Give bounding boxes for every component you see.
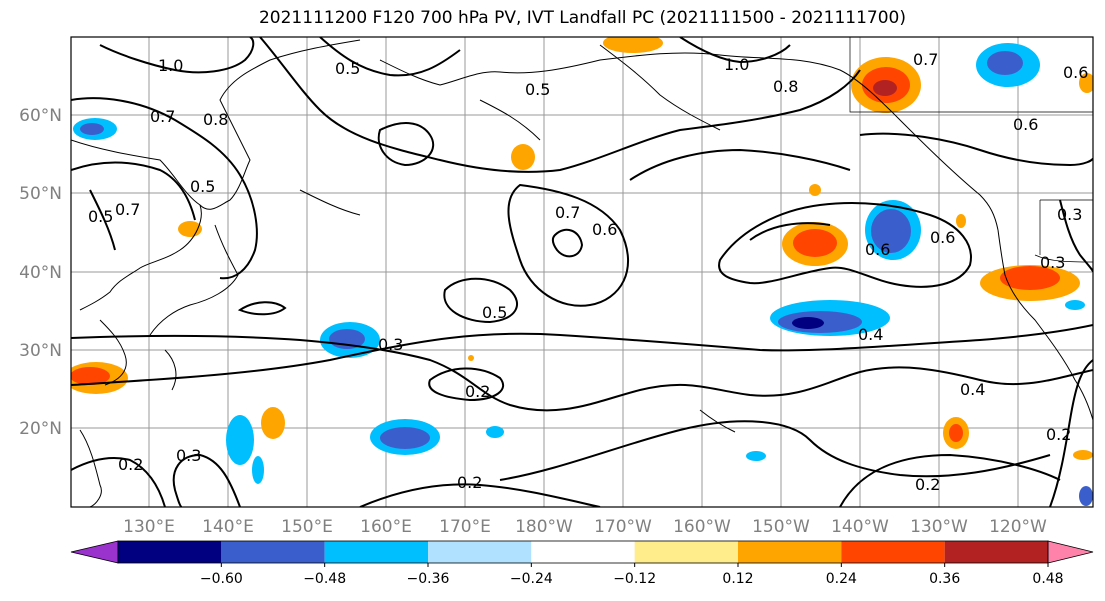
contour-label: 0.5 <box>482 303 507 322</box>
colorbar: −0.60 −0.48 −0.36 −0.24 −0.12 0.12 0.24 0.36 0.4… <box>70 540 1094 587</box>
colorbar-tick-label: 0.36 <box>929 571 960 587</box>
contour-label: 0.7 <box>913 50 938 69</box>
colorbar-extend-low <box>70 540 119 564</box>
contour-label: 0.6 <box>930 228 955 247</box>
lat-label: 30°N <box>19 341 62 361</box>
colorbar-cell <box>428 541 532 563</box>
contour-label: 0.5 <box>525 80 550 99</box>
contour-label: 0.4 <box>858 325 883 344</box>
colorbar-tick-label: −0.24 <box>510 571 553 587</box>
contour-label: 0.7 <box>150 107 175 126</box>
colorbar-outline <box>117 540 1049 564</box>
contour-label: 0.6 <box>865 240 890 259</box>
colorbar-cell <box>531 541 635 563</box>
lon-label: 160°W <box>673 517 731 537</box>
colorbar-tick-label: −0.60 <box>200 571 243 587</box>
colorbar-tick-label: −0.36 <box>407 571 450 587</box>
contour-label: 0.5 <box>190 177 215 196</box>
lon-label: 140°E <box>202 517 254 537</box>
lon-label: 140°W <box>831 517 889 537</box>
lon-label: 150°W <box>752 517 810 537</box>
colorbar-cell <box>944 541 1048 563</box>
lat-label: 60°N <box>19 106 62 126</box>
ivt-shading <box>71 37 1093 506</box>
colorbar-tick-label: 0.12 <box>722 571 753 587</box>
contour-label: 0.7 <box>555 203 580 222</box>
lon-label: 130°W <box>910 517 968 537</box>
pv-contours <box>71 37 1093 507</box>
lon-label: 170°W <box>594 517 652 537</box>
contour-label: 0.2 <box>1046 425 1071 444</box>
contour-label: 0.3 <box>1040 253 1065 272</box>
lon-label: 180°W <box>515 517 573 537</box>
colorbar-cell <box>118 541 222 563</box>
longitude-labels: 130°E 140°E 150°E 160°E 170°E 180°W 170°… <box>123 517 1047 537</box>
colorbar-cell <box>738 541 842 563</box>
lat-label: 50°N <box>19 184 62 204</box>
contour-label: 0.8 <box>773 77 798 96</box>
colorbar-tick-label: 0.48 <box>1032 571 1063 587</box>
lat-label: 40°N <box>19 263 62 283</box>
contour-label: 0.6 <box>1063 63 1088 82</box>
lon-label: 130°E <box>123 517 175 537</box>
contour-label: 0.8 <box>203 110 228 129</box>
contour-label: 1.0 <box>158 56 183 75</box>
contour-label: 0.3 <box>1057 205 1082 224</box>
colorbar-cell <box>324 541 428 563</box>
contour-label: 0.3 <box>176 446 201 465</box>
contour-label: 0.2 <box>915 475 940 494</box>
borders <box>849 37 1093 263</box>
contour-label: 0.7 <box>115 200 140 219</box>
contour-label: 0.2 <box>457 473 482 492</box>
contour-label: 0.5 <box>88 207 113 226</box>
contour-label: 0.4 <box>960 380 985 399</box>
colorbar-tick-label: −0.12 <box>613 571 656 587</box>
contour-label: 0.2 <box>118 455 143 474</box>
contour-label: 0.3 <box>378 335 403 354</box>
lon-label: 120°W <box>989 517 1047 537</box>
contour-labels: 1.0 0.5 0.5 1.0 0.8 0.7 0.7 0.8 0.7 0.6 … <box>88 50 1088 494</box>
colorbar-cell <box>841 541 945 563</box>
colorbar-tick-label: −0.48 <box>303 571 346 587</box>
lon-label: 150°E <box>281 517 333 537</box>
colorbar-cell <box>221 541 325 563</box>
contour-label: 0.5 <box>335 59 360 78</box>
contour-label: 0.6 <box>1013 115 1038 134</box>
coastlines <box>71 39 1093 507</box>
contour-label: 0.2 <box>465 382 490 401</box>
lon-label: 160°E <box>360 517 412 537</box>
contour-label: 1.0 <box>724 55 749 74</box>
latitude-labels: 60°N 50°N 40°N 30°N 20°N <box>19 106 62 439</box>
lon-label: 170°E <box>439 517 491 537</box>
colorbar-tick-label: 0.24 <box>826 571 857 587</box>
colorbar-extend-high <box>1047 540 1094 564</box>
contour-label: 0.6 <box>592 220 617 239</box>
map-frame <box>70 36 1094 508</box>
map-title: 2021111200 F120 700 hPa PV, IVT Landfall… <box>258 8 906 28</box>
lat-label: 20°N <box>19 419 62 439</box>
colorbar-cell <box>634 541 738 563</box>
